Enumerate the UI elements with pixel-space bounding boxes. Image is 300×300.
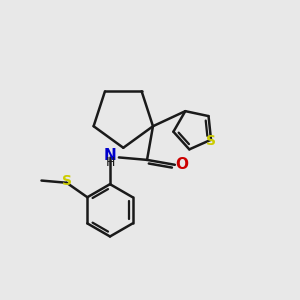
Text: O: O [175, 157, 188, 172]
Text: S: S [61, 174, 72, 188]
Text: H: H [105, 156, 115, 169]
Text: N: N [103, 148, 116, 163]
Text: S: S [206, 134, 216, 148]
